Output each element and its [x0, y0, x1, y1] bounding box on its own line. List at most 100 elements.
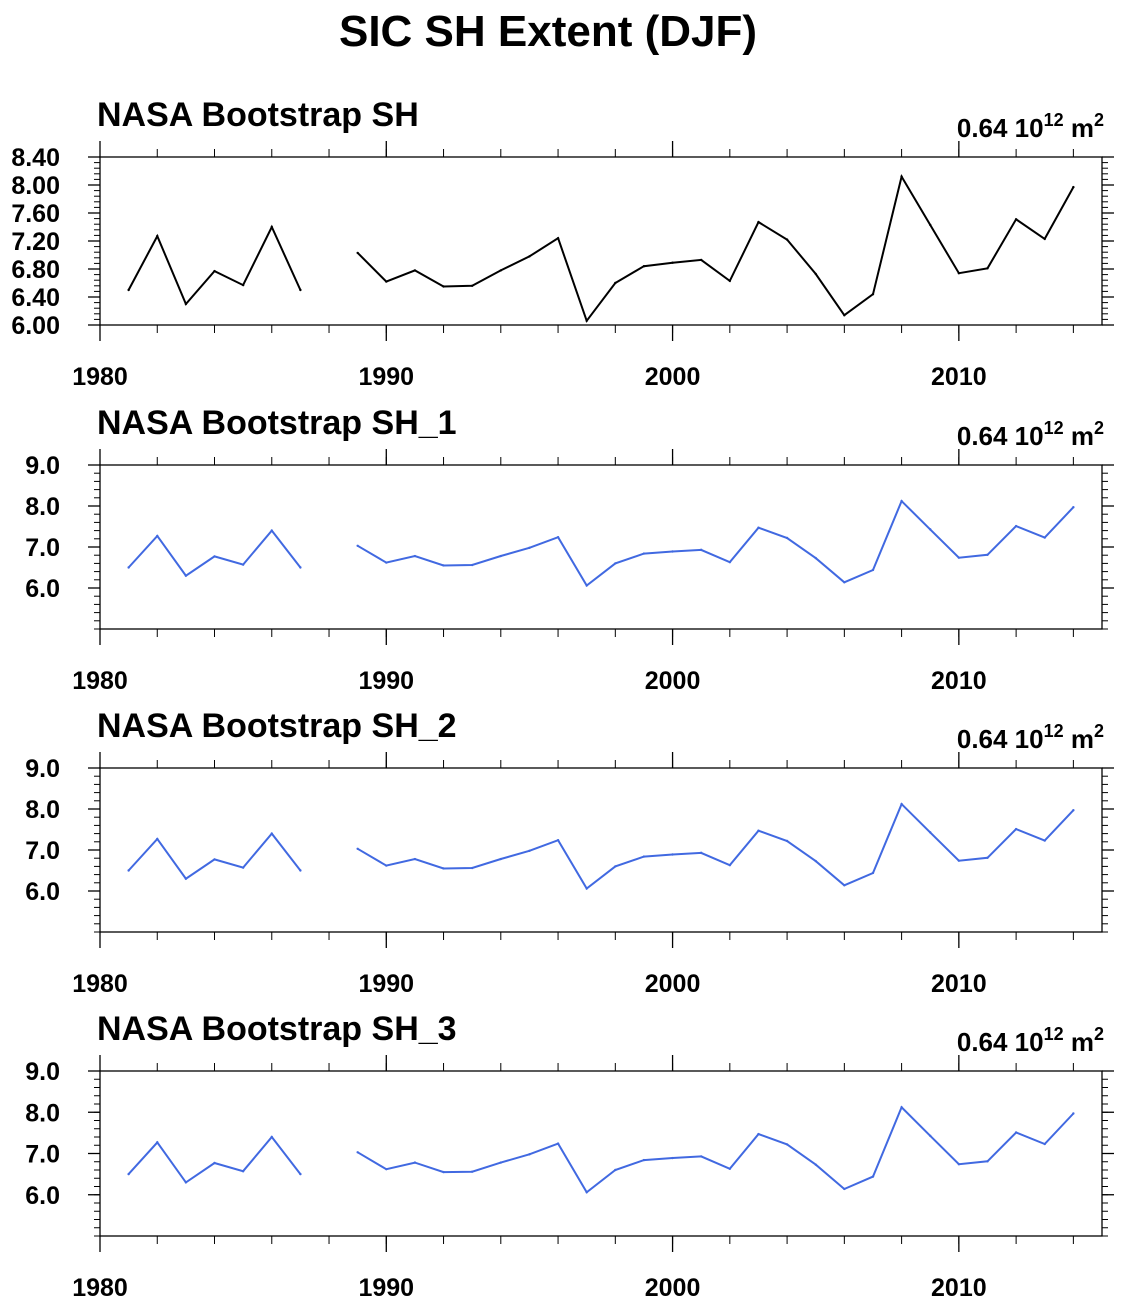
y-tick-label: 6.0	[25, 878, 60, 906]
units-annotation: 0.64 1012 m2	[957, 418, 1104, 451]
data-point	[957, 556, 961, 559]
data-point	[957, 1163, 961, 1166]
y-tick-label: 7.0	[25, 837, 60, 865]
units-unit: m	[1064, 421, 1094, 451]
data-point	[1072, 1112, 1075, 1115]
y-tick-label: 6.0	[25, 575, 60, 603]
y-tick-label: 8.0	[25, 493, 60, 521]
data-point	[156, 534, 159, 538]
data-point	[900, 499, 903, 503]
x-tick-label: 2010	[931, 1274, 987, 1302]
data-point	[413, 1161, 417, 1164]
data-point	[127, 869, 130, 872]
units-unit: m	[1064, 1027, 1094, 1057]
data-point	[556, 1142, 560, 1145]
data-point	[785, 1143, 789, 1146]
units-exp: 12	[1044, 110, 1064, 130]
x-tick-label: 2010	[931, 363, 987, 391]
data-point	[728, 279, 732, 283]
data-point	[814, 556, 817, 560]
y-tick-label: 9.0	[25, 755, 60, 783]
data-point	[728, 863, 732, 867]
data-point	[213, 555, 216, 558]
data-point	[614, 562, 617, 565]
data-point	[900, 1106, 903, 1109]
chart-panel-4: NASA Bootstrap SH_3 0.64 1012 m2 6.0 7.0 8.0…	[25, 1010, 1114, 1302]
units-annotation: 0.64 1012 m2	[957, 110, 1104, 143]
data-point	[986, 856, 989, 859]
data-point	[470, 563, 474, 567]
x-tick-label: 1980	[72, 667, 128, 695]
data-point	[184, 574, 188, 577]
data-point	[957, 859, 961, 862]
data-point	[671, 261, 674, 264]
series-line	[357, 802, 1075, 890]
x-tick-label: 2000	[645, 1274, 701, 1302]
data-point	[299, 869, 302, 872]
units-base: 0.64 10	[957, 1027, 1044, 1057]
panel-title: NASA Bootstrap SH_1	[97, 404, 457, 442]
data-point	[1014, 218, 1018, 221]
data-point	[299, 1172, 302, 1176]
data-point	[614, 1168, 617, 1172]
data-point	[986, 267, 989, 270]
x-tick-label: 1980	[72, 1274, 128, 1302]
data-point	[385, 1167, 388, 1171]
units-exp: 12	[1044, 418, 1064, 438]
data-point	[127, 288, 130, 292]
data-point	[1014, 827, 1018, 831]
data-point	[528, 546, 531, 550]
data-point	[700, 1155, 703, 1158]
data-point	[671, 550, 674, 553]
data-point	[442, 564, 445, 567]
y-tick-label: 7.20	[11, 228, 60, 256]
units-base: 0.64 10	[957, 724, 1044, 754]
units-base: 0.64 10	[957, 421, 1044, 451]
x-tick-label: 1990	[358, 363, 414, 391]
x-tick-label: 2000	[645, 667, 701, 695]
data-point	[499, 1161, 502, 1164]
data-point	[642, 552, 646, 555]
data-point	[757, 220, 760, 224]
data-point	[556, 237, 560, 240]
data-point	[1043, 1142, 1046, 1146]
data-point	[585, 319, 588, 322]
data-point	[642, 265, 646, 268]
units-exp: 12	[1044, 1024, 1064, 1044]
chart-panel-3: NASA Bootstrap SH_2 0.64 1012 m2 6.0 7.0 8.0…	[25, 707, 1114, 998]
data-point	[814, 1163, 817, 1166]
x-tick-label: 1990	[358, 970, 414, 998]
x-tick-label: 1990	[358, 1274, 414, 1302]
data-point	[785, 536, 789, 540]
x-tick-label: 2000	[645, 970, 701, 998]
data-point	[413, 857, 417, 861]
data-point	[929, 528, 932, 531]
data-point	[1072, 506, 1075, 509]
data-point	[929, 223, 932, 227]
data-point	[585, 584, 588, 587]
data-point	[241, 866, 245, 869]
panels: NASA Bootstrap SH 0.64 1012 m26.006.406.8…	[11, 96, 1114, 1302]
data-point	[156, 837, 159, 841]
data-point	[1072, 185, 1075, 189]
data-point	[556, 838, 560, 842]
plot-frame	[99, 767, 1103, 933]
data-point	[385, 561, 388, 564]
data-point	[900, 802, 903, 806]
data-point	[814, 859, 817, 863]
x-tick-label: 1980	[72, 970, 128, 998]
data-point	[241, 283, 245, 287]
data-point	[700, 851, 703, 855]
data-point	[757, 1132, 760, 1136]
data-point	[184, 877, 188, 880]
data-point	[442, 1170, 445, 1174]
data-point	[757, 526, 760, 529]
units-annotation: 0.64 1012 m2	[957, 721, 1104, 754]
data-point	[356, 847, 359, 850]
data-point	[528, 849, 531, 853]
chart-panel-2: NASA Bootstrap SH_1 0.64 1012 m2 6.0 7.0 8.0…	[25, 404, 1114, 695]
chart-panel-1: NASA Bootstrap SH 0.64 1012 m2 6.006.406.8…	[11, 96, 1114, 391]
y-tick-label: 7.0	[25, 1141, 60, 1169]
series-line	[357, 499, 1075, 587]
data-point	[785, 238, 789, 241]
